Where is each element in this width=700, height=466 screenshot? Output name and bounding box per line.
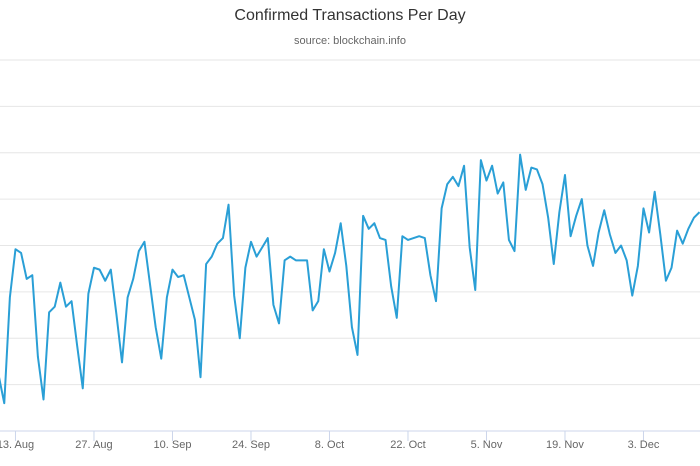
x-tick-label: 8. Oct [315,439,344,451]
chart-title: Confirmed Transactions Per Day [234,7,465,24]
x-tick-label: 3. Dec [628,439,660,451]
x-tick-label: 5. Nov [471,439,503,451]
x-tick-label: 13. Aug [0,439,34,451]
x-tick-label: 19. Nov [546,439,584,451]
x-tick-label: 10. Sep [154,439,192,451]
data-line [0,153,700,405]
x-tick-label: 27. Aug [75,439,112,451]
chart-subtitle: source: blockchain.info [294,35,406,47]
x-tick-label: 24. Sep [232,439,270,451]
x-tick-label: 22. Oct [390,439,425,451]
